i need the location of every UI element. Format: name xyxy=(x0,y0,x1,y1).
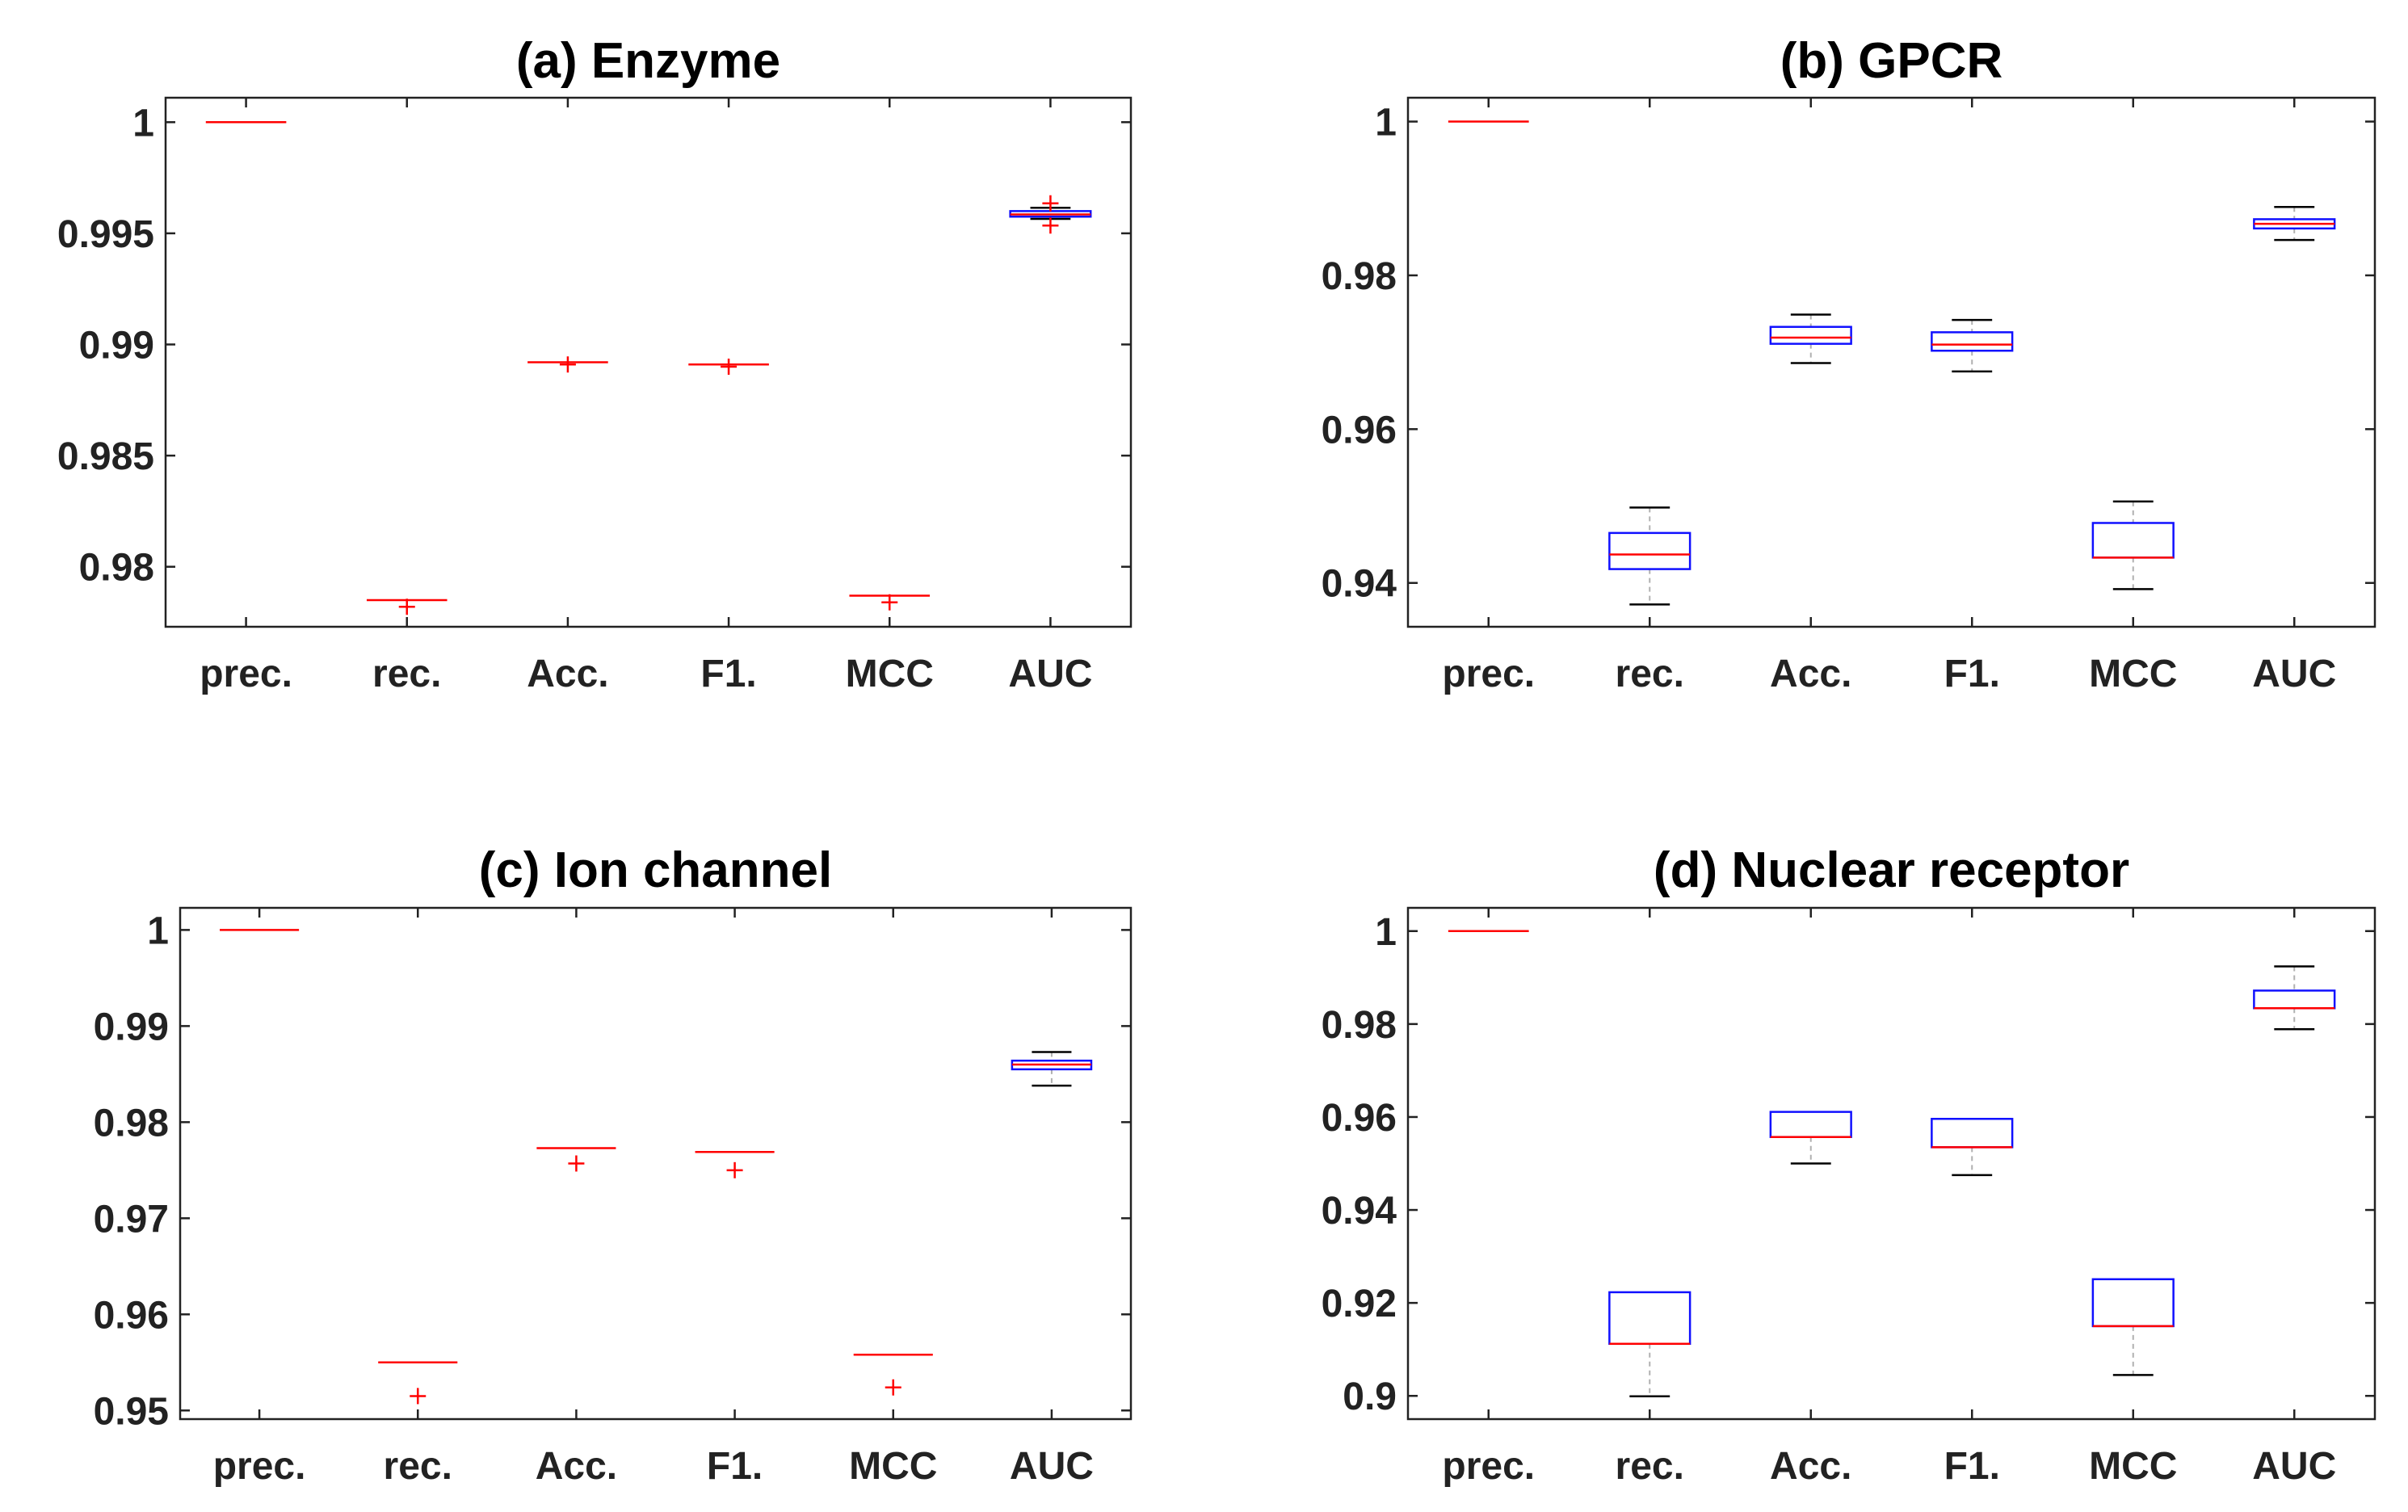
panel-marks: 0.98 0.985 0.99 0.995 1 prec. rec. Acc. F1. MCC AU… xyxy=(57,98,1131,695)
box-mcc xyxy=(2091,1278,2175,1376)
y-tick-label: 1 xyxy=(1375,911,1397,954)
box-acc xyxy=(1769,313,1852,364)
x-tick-label: AUC xyxy=(2252,653,2336,695)
box-iqr xyxy=(1931,331,2014,352)
x-tick-label: MCC xyxy=(2089,653,2177,695)
plot-frame xyxy=(164,96,1133,628)
x-tick-label: rec. xyxy=(384,1445,452,1488)
x-tick-label: F1. xyxy=(1944,653,2000,695)
y-tick-label: 0.95 xyxy=(94,1390,169,1433)
panel-marks: 0.95 0.96 0.97 0.98 0.99 1 prec. rec. Acc. F1. MCC… xyxy=(94,908,1131,1488)
box-f1 xyxy=(1931,318,2014,373)
box-auc xyxy=(1009,195,1092,234)
x-tick-label: Acc. xyxy=(1770,653,1851,695)
y-tick-label: 0.96 xyxy=(1322,409,1397,452)
x-tick-label: MCC xyxy=(846,653,934,695)
box-f1 xyxy=(688,359,769,376)
panel-title: (b) GPCR xyxy=(1780,33,2003,89)
box-mcc xyxy=(2091,500,2175,590)
plot-frame xyxy=(179,906,1133,1421)
y-tick-label: 0.98 xyxy=(1322,255,1397,298)
x-tick-label: rec. xyxy=(372,653,441,695)
panel-b-gpcr: (b) GPCR 0.94 0.96 0.98 1 prec. rec. Acc. F1. MC… xyxy=(1322,33,2376,695)
x-tick-label: Acc. xyxy=(1770,1445,1851,1488)
outlier-marker xyxy=(410,1388,427,1405)
panel-title: (d) Nuclear receptor xyxy=(1654,842,2129,898)
x-tick-label: F1. xyxy=(1944,1445,2000,1488)
box-rec xyxy=(1608,1291,1691,1398)
y-tick-label: 1 xyxy=(147,909,169,952)
x-tick-label: MCC xyxy=(849,1445,937,1488)
outlier-marker xyxy=(568,1155,585,1172)
y-tick-label: 0.96 xyxy=(94,1294,169,1337)
box-acc xyxy=(527,356,608,373)
plot-frame xyxy=(1406,96,2376,628)
x-tick-label: AUC xyxy=(1010,1445,1094,1488)
y-tick-label: 0.99 xyxy=(94,1006,169,1048)
outlier-marker xyxy=(398,598,415,615)
y-tick-label: 1 xyxy=(1375,102,1397,145)
y-tick-label: 0.995 xyxy=(57,213,154,256)
x-tick-label: MCC xyxy=(2089,1445,2177,1488)
x-tick-label: prec. xyxy=(213,1445,306,1488)
y-tick-label: 1 xyxy=(132,102,154,145)
y-tick-label: 0.96 xyxy=(1322,1097,1397,1140)
x-tick-label: prec. xyxy=(1442,1445,1535,1488)
panel-c-ion-channel: (c) Ion channel 0.95 0.96 0.97 0.98 0.99 1 pre… xyxy=(94,842,1133,1488)
panel-title: (c) Ion channel xyxy=(479,842,832,898)
box-rec xyxy=(1608,506,1691,606)
box-f1 xyxy=(695,1150,775,1178)
outlier-marker xyxy=(881,594,898,611)
x-tick-label: Acc. xyxy=(536,1445,617,1488)
panel-d-nuclear-receptor: (d) Nuclear receptor 0.9 0.92 0.94 0.96 0.98… xyxy=(1322,842,2376,1488)
box-mcc xyxy=(853,1354,933,1396)
y-tick-label: 0.98 xyxy=(1322,1004,1397,1047)
box-auc xyxy=(2253,965,2336,1031)
y-tick-label: 0.99 xyxy=(79,324,154,367)
panel-marks: 0.9 0.92 0.94 0.96 0.98 1 prec. rec. Acc. F1. MCC A… xyxy=(1322,908,2375,1488)
outlier-marker xyxy=(721,359,738,376)
box-acc xyxy=(536,1147,616,1172)
panel-title: (a) Enzyme xyxy=(516,33,780,89)
y-tick-label: 0.98 xyxy=(94,1102,169,1144)
panel-marks: 0.94 0.96 0.98 1 prec. rec. Acc. F1. MCC AUC xyxy=(1322,98,2375,695)
y-tick-label: 0.92 xyxy=(1322,1283,1397,1325)
x-tick-label: AUC xyxy=(2252,1445,2336,1488)
x-tick-label: AUC xyxy=(1008,653,1092,695)
box-auc xyxy=(1011,1051,1093,1087)
box-mcc xyxy=(849,594,931,611)
y-tick-label: 0.985 xyxy=(57,435,154,478)
x-tick-label: prec. xyxy=(1442,653,1535,695)
x-tick-label: prec. xyxy=(200,653,292,695)
y-tick-label: 0.9 xyxy=(1343,1376,1397,1418)
outlier-marker xyxy=(1042,217,1059,234)
outlier-marker xyxy=(1042,195,1059,212)
box-iqr xyxy=(1608,531,1691,570)
y-tick-label: 0.97 xyxy=(94,1198,169,1241)
outlier-marker xyxy=(726,1161,743,1178)
x-tick-label: rec. xyxy=(1616,1445,1684,1488)
x-tick-label: F1. xyxy=(700,653,756,695)
box-iqr xyxy=(1769,326,1852,345)
box-rec xyxy=(366,598,448,615)
x-tick-label: F1. xyxy=(707,1445,763,1488)
panel-a-enzyme: (a) Enzyme 0.98 0.985 0.99 0.995 1 prec. rec. A… xyxy=(57,33,1133,695)
x-tick-label: rec. xyxy=(1616,653,1684,695)
plot-frame xyxy=(1406,906,2376,1421)
y-tick-label: 0.94 xyxy=(1322,1190,1397,1233)
y-tick-label: 0.94 xyxy=(1322,563,1397,606)
box-f1 xyxy=(1931,1118,2014,1177)
x-tick-label: Acc. xyxy=(527,653,608,695)
y-tick-label: 0.98 xyxy=(79,547,154,590)
box-rec xyxy=(378,1361,458,1405)
box-auc xyxy=(2253,205,2336,242)
box-acc xyxy=(1769,1111,1852,1165)
outlier-marker xyxy=(885,1379,901,1396)
outlier-marker xyxy=(559,356,576,373)
